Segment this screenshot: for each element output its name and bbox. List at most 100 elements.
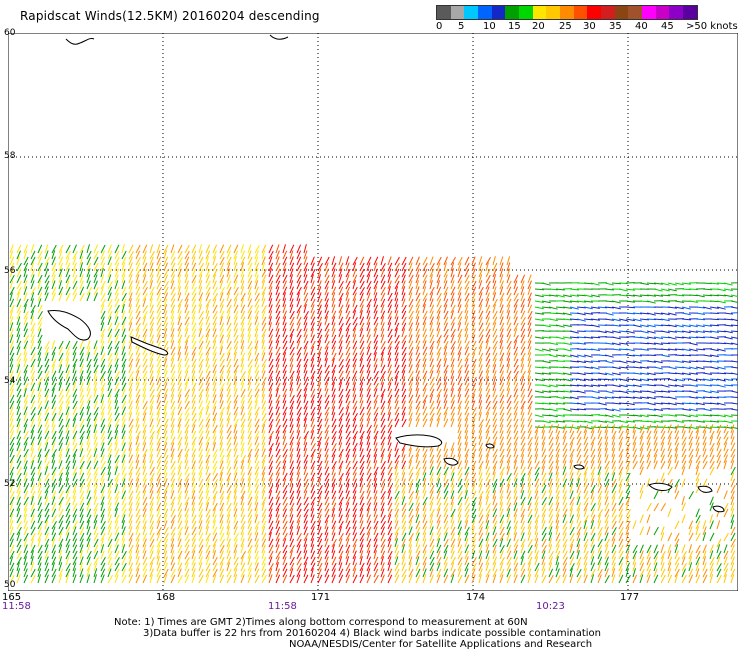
wind-barb (457, 418, 462, 428)
wind-barb (254, 268, 259, 278)
wind-barb (107, 532, 113, 542)
wind-barb (373, 538, 378, 548)
wind-barb (226, 364, 232, 374)
wind-barb (506, 538, 511, 548)
wind-barb (506, 298, 512, 308)
wind-barb (170, 508, 176, 518)
wind-barb (163, 490, 168, 500)
wind-barb (485, 424, 491, 434)
wind-barb (506, 508, 511, 518)
wind-barb (401, 286, 406, 296)
wind-barb (37, 292, 43, 302)
wind-barb (401, 526, 407, 536)
wind-barb (198, 286, 203, 296)
wind-barb (282, 496, 288, 506)
wind-barb (716, 288, 726, 292)
wind-barb (562, 348, 572, 352)
wind-barb (177, 532, 182, 542)
wind-barb (198, 544, 204, 554)
wind-barb (359, 340, 365, 350)
wind-barb (534, 424, 540, 434)
wind-barb (51, 478, 57, 488)
wind-barb (114, 460, 119, 470)
wind-barb (163, 244, 169, 254)
wind-barb (303, 424, 308, 434)
wind-barb (632, 414, 642, 417)
wind-barb (86, 292, 91, 302)
wind-barb (317, 400, 322, 410)
wind-barb (604, 378, 614, 381)
wind-barb (254, 400, 258, 410)
wind-barb (632, 354, 642, 357)
wind-barb (331, 382, 335, 392)
wind-barb (695, 420, 705, 423)
wind-barb (562, 466, 567, 476)
wind-barb (422, 448, 428, 458)
wind-barb (604, 484, 609, 494)
wind-barb (268, 340, 273, 350)
wind-barb (345, 262, 350, 272)
wind-barb (100, 436, 106, 446)
wind-barb (604, 454, 609, 464)
wind-barb (100, 508, 106, 518)
wind-barb (156, 460, 162, 470)
wind-barb (30, 256, 36, 266)
wind-barb (58, 544, 63, 554)
wind-barb (324, 490, 330, 500)
wind-barb (93, 400, 98, 410)
wind-barb (324, 508, 330, 518)
wind-barb (639, 490, 644, 500)
wind-barb (345, 316, 351, 326)
wind-barb (387, 334, 393, 344)
wind-barb (639, 378, 649, 382)
wind-barb (86, 382, 91, 392)
wind-barb (16, 316, 21, 326)
wind-barb (212, 340, 217, 350)
wind-barb (373, 406, 379, 416)
wind-barb (128, 310, 133, 320)
wind-barb (226, 490, 232, 500)
wind-barb (170, 418, 175, 428)
wind-barb (338, 514, 343, 524)
wind-barb (576, 478, 580, 488)
wind-barb (338, 520, 344, 530)
wind-barb (219, 508, 224, 518)
wind-barb (625, 306, 636, 309)
wind-barb (730, 526, 736, 536)
wind-barb (450, 526, 456, 536)
wind-barb (184, 382, 188, 392)
wind-barb (191, 466, 196, 476)
wind-barb (261, 472, 265, 482)
wind-barb (366, 406, 372, 416)
wind-barb (135, 274, 140, 284)
wind-barb (317, 334, 323, 344)
wind-barb (128, 394, 133, 404)
wind-barb (639, 336, 649, 340)
wind-barb (730, 448, 736, 458)
wind-barb (191, 382, 197, 392)
wind-barb (422, 352, 428, 362)
wind-barb (429, 262, 435, 272)
wind-barb (86, 532, 92, 542)
wind-barb (268, 364, 274, 374)
wind-barb (345, 424, 351, 434)
wind-barb (163, 418, 169, 428)
wind-barb (240, 550, 246, 560)
wind-barb (639, 330, 649, 334)
wind-barb (142, 502, 148, 512)
wind-barb (93, 244, 99, 254)
wind-barb (646, 420, 656, 423)
wind-barb (534, 336, 544, 339)
wind-barb (79, 538, 84, 548)
wind-barb (177, 466, 182, 476)
wind-barb (590, 490, 595, 500)
wind-barb (387, 256, 392, 266)
wind-barb (499, 346, 504, 356)
wind-barb (233, 430, 238, 440)
wind-barb (79, 382, 84, 392)
wind-barb (58, 496, 64, 506)
wind-barb (100, 472, 105, 482)
wind-barb (163, 340, 169, 350)
wind-barb (233, 508, 238, 518)
wind-barb (394, 334, 400, 344)
